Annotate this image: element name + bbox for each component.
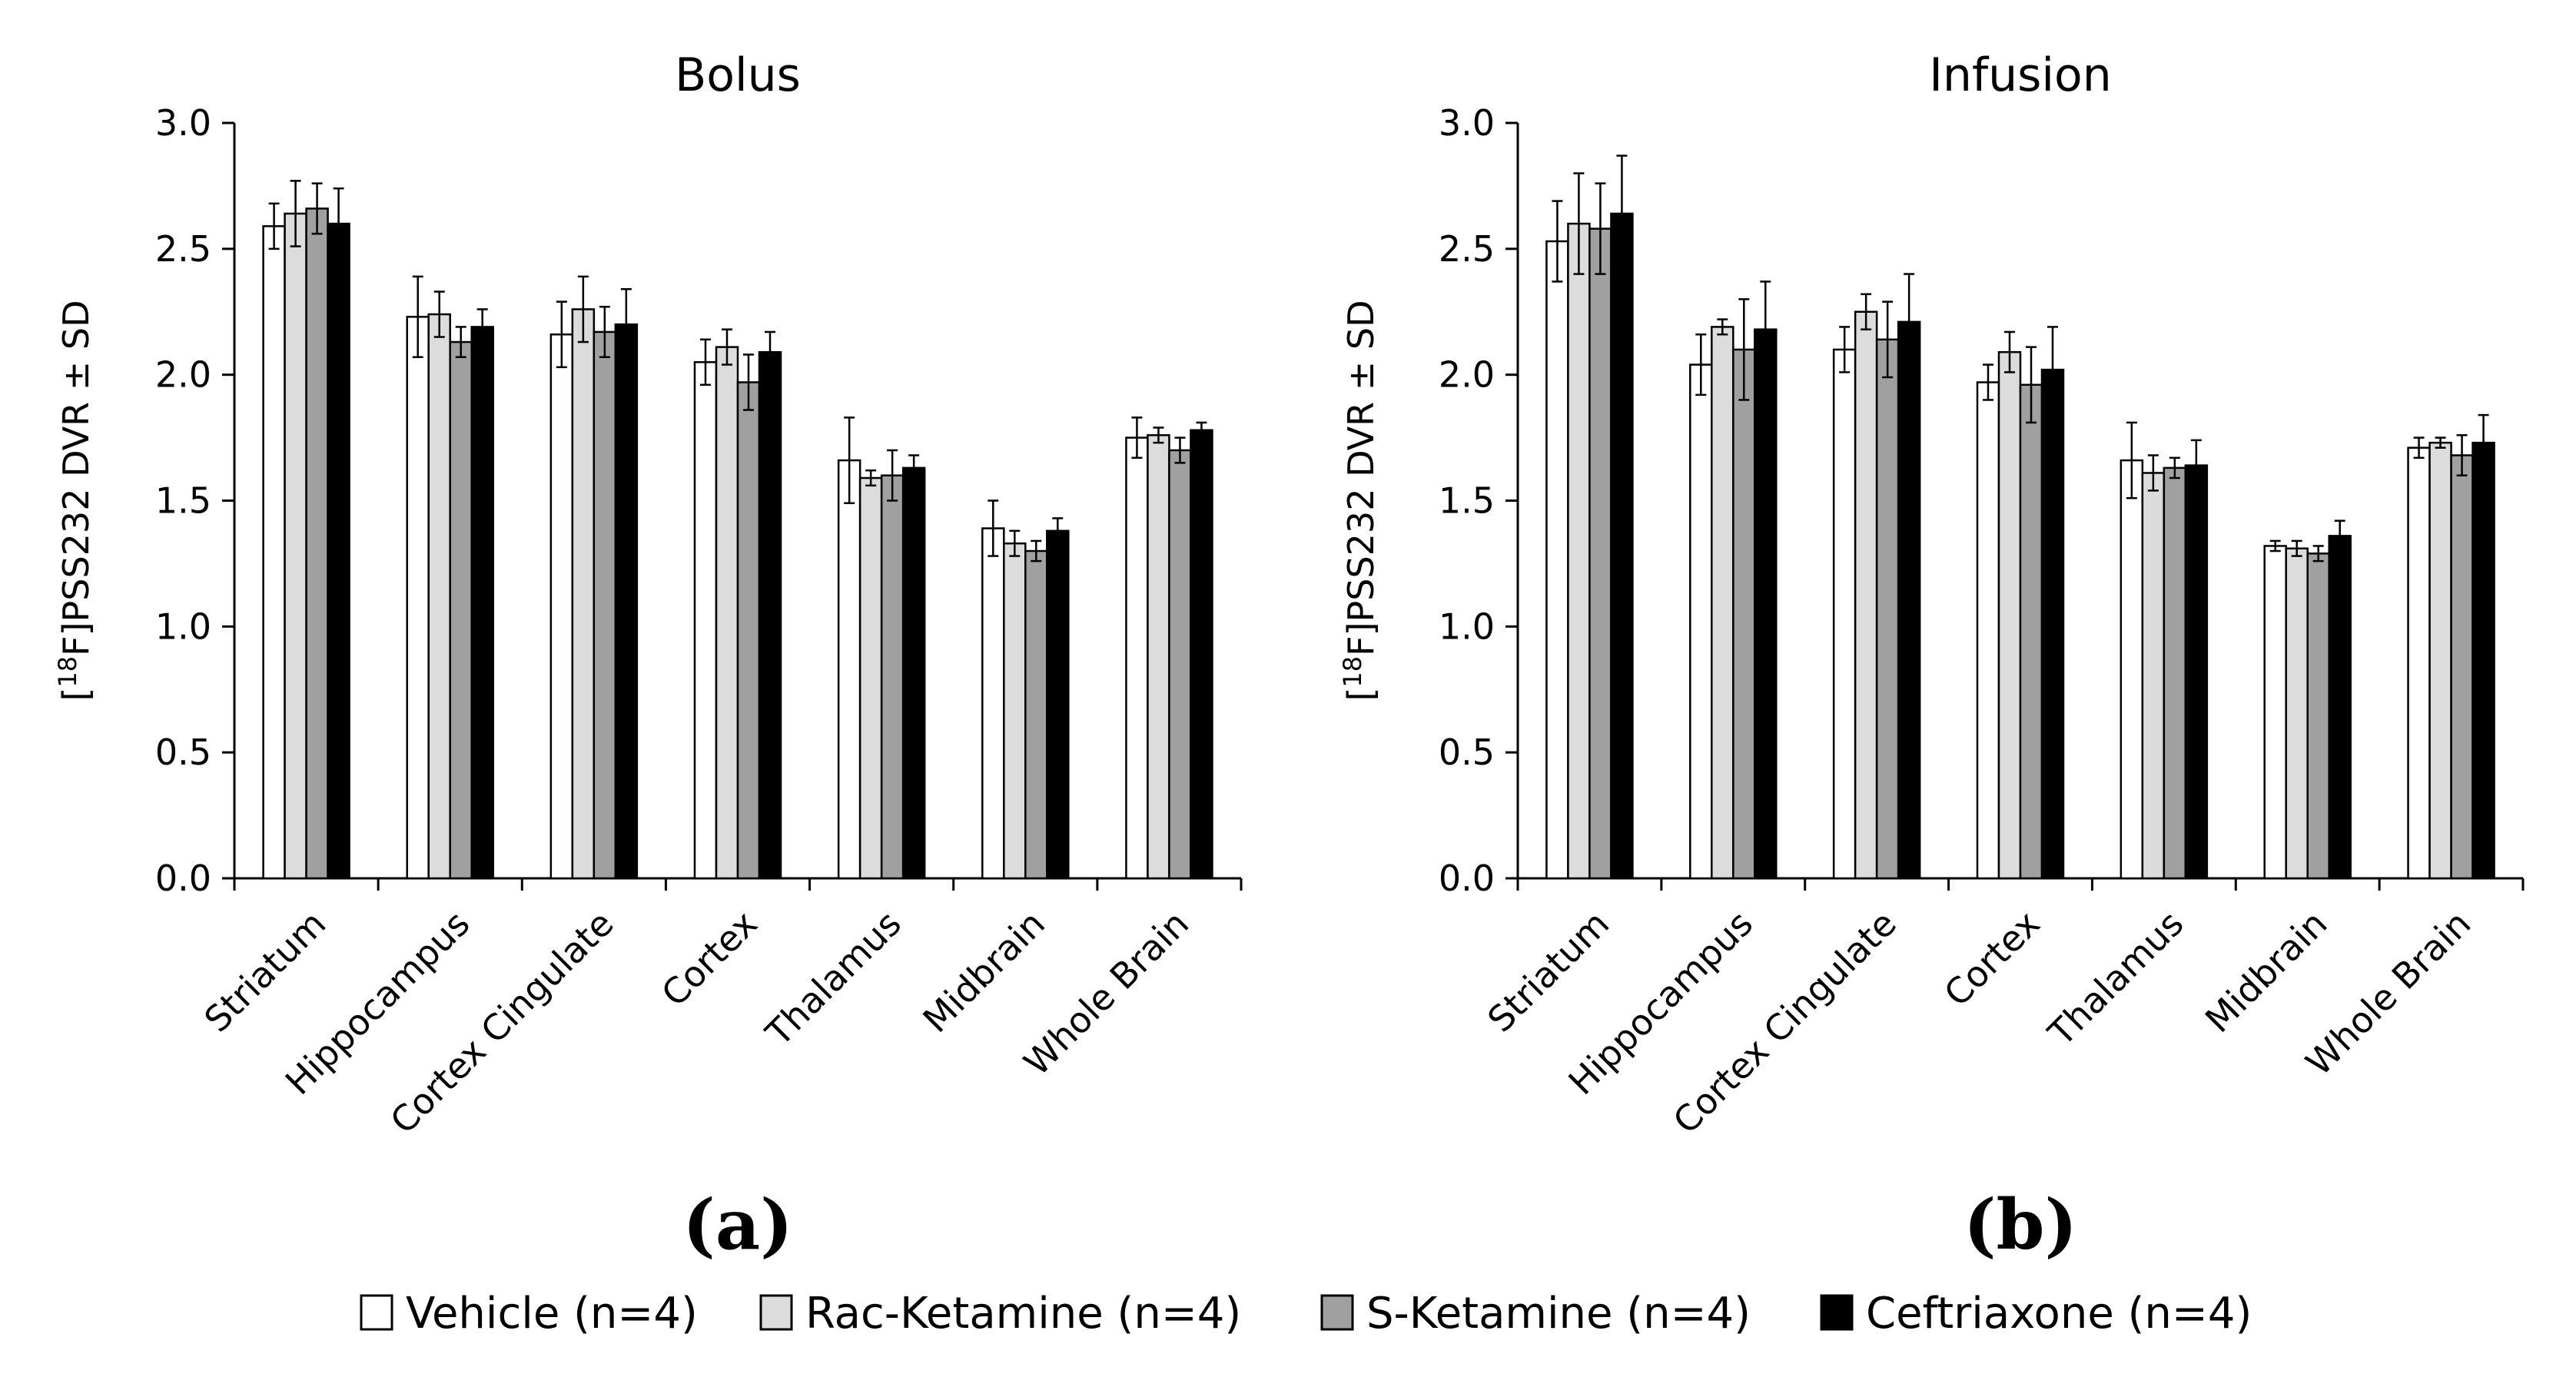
bar <box>1875 338 1900 880</box>
bar <box>571 308 596 880</box>
bar <box>1754 328 1778 880</box>
bar <box>1190 429 1213 880</box>
x-tick-label: Midbrain <box>915 903 1054 1041</box>
y-tick-label: 0.0 <box>155 858 211 899</box>
bar <box>858 476 883 880</box>
bar <box>2163 466 2187 880</box>
bar <box>1832 348 1857 880</box>
bar <box>1588 227 1612 880</box>
legend-label: Rac-Ketamine (n=4) <box>805 1289 1241 1339</box>
bar <box>2285 547 2309 880</box>
legend-swatch <box>360 1294 393 1331</box>
chart-bolus: Bolus [18F]PSS232 DVR ± SD 0.0 0.5 1.0 1.5 2.0… <box>53 48 1243 1266</box>
y-tick-label: 0.5 <box>155 732 211 773</box>
bar <box>406 316 430 880</box>
x-tick-label: Cortex <box>1936 903 2048 1015</box>
legend: Vehicle (n=4) Rac-Ketamine (n=4) S-Ketamin… <box>360 1289 2252 1339</box>
y-tick-label: 2.5 <box>155 228 211 270</box>
bar <box>327 222 350 880</box>
bar <box>1168 449 1192 880</box>
bar <box>1125 436 1149 880</box>
bar <box>262 225 286 880</box>
legend-swatch <box>1320 1294 1354 1331</box>
x-tick-label: Midbrain <box>2197 903 2335 1041</box>
x-tick-label: Striatum <box>1479 903 1617 1040</box>
legend-swatch <box>1820 1294 1854 1331</box>
x-tick-label: Thalamus <box>757 903 909 1055</box>
y-tick-label: 0.5 <box>1439 732 1495 773</box>
y-tick-label: 1.5 <box>155 480 211 522</box>
legend-label: Ceftriaxone (n=4) <box>1866 1289 2252 1339</box>
x-tick-label: Cortex <box>653 903 765 1015</box>
bar <box>1854 310 1878 880</box>
bar <box>549 333 574 880</box>
bar <box>1610 212 1634 880</box>
panel-label: (b) <box>1964 1184 2077 1266</box>
bar <box>1997 350 2022 880</box>
legend-swatch <box>759 1294 793 1331</box>
y-tick-label: 1.0 <box>1439 606 1495 647</box>
chart-title: Bolus <box>675 48 801 102</box>
bar <box>1003 542 1027 880</box>
y-tick-label: 2.5 <box>1439 228 1495 270</box>
y-tick-label: 0.0 <box>1439 858 1495 899</box>
bar <box>284 212 307 880</box>
bar <box>1732 348 1756 880</box>
bar <box>1024 549 1048 880</box>
bar <box>593 330 617 880</box>
bar <box>2328 535 2352 880</box>
bar <box>837 459 861 880</box>
bar <box>2471 441 2495 880</box>
bar <box>901 466 926 880</box>
y-tick-label: 3.0 <box>155 102 211 144</box>
legend-label: Vehicle (n=4) <box>406 1289 698 1339</box>
bar <box>736 381 761 880</box>
x-tick-label: Striatum <box>196 903 334 1040</box>
bar <box>2428 441 2452 880</box>
bar <box>614 323 639 880</box>
y-tick-label: 2.0 <box>1439 354 1495 396</box>
bar <box>715 346 739 880</box>
bar <box>2040 368 2065 880</box>
y-axis-label: [18F]PSS232 DVR ± SD <box>53 300 97 701</box>
bar <box>2306 552 2330 880</box>
bar <box>2450 454 2474 880</box>
bar <box>2019 383 2043 880</box>
y-axis-label: [18F]PSS232 DVR ± SD <box>1338 300 1382 701</box>
y-tick-label: 1.0 <box>155 606 211 647</box>
bar <box>1567 222 1591 880</box>
bar <box>1711 326 1734 880</box>
bar <box>1897 320 1921 880</box>
bar <box>1147 434 1170 880</box>
bar <box>880 474 905 880</box>
chart-title: Infusion <box>1929 48 2112 102</box>
chart-infusion: Infusion [18F]PSS232 DVR ± SD 0.0 0.5 1.0 1.5… <box>1338 48 2525 1266</box>
bar <box>1046 529 1070 880</box>
bar <box>693 361 718 880</box>
legend-label: S-Ketamine (n=4) <box>1366 1289 1751 1339</box>
y-tick-label: 1.5 <box>1439 480 1495 522</box>
bar <box>2407 446 2431 880</box>
bar <box>981 527 1005 880</box>
bar <box>449 340 473 880</box>
bar <box>1689 363 1713 880</box>
bar <box>2184 464 2209 880</box>
bar <box>305 207 329 880</box>
y-tick-label: 3.0 <box>1439 102 1495 144</box>
bar <box>2141 472 2166 880</box>
y-tick-label: 2.0 <box>155 354 211 396</box>
panel-label: (a) <box>682 1184 792 1266</box>
bar <box>758 350 782 880</box>
bar <box>427 313 451 880</box>
bar <box>2263 545 2287 880</box>
bar <box>2120 459 2144 880</box>
bar <box>1545 240 1569 880</box>
bar <box>470 326 494 880</box>
x-tick-label: Thalamus <box>2040 903 2192 1055</box>
bar <box>1976 381 2000 880</box>
